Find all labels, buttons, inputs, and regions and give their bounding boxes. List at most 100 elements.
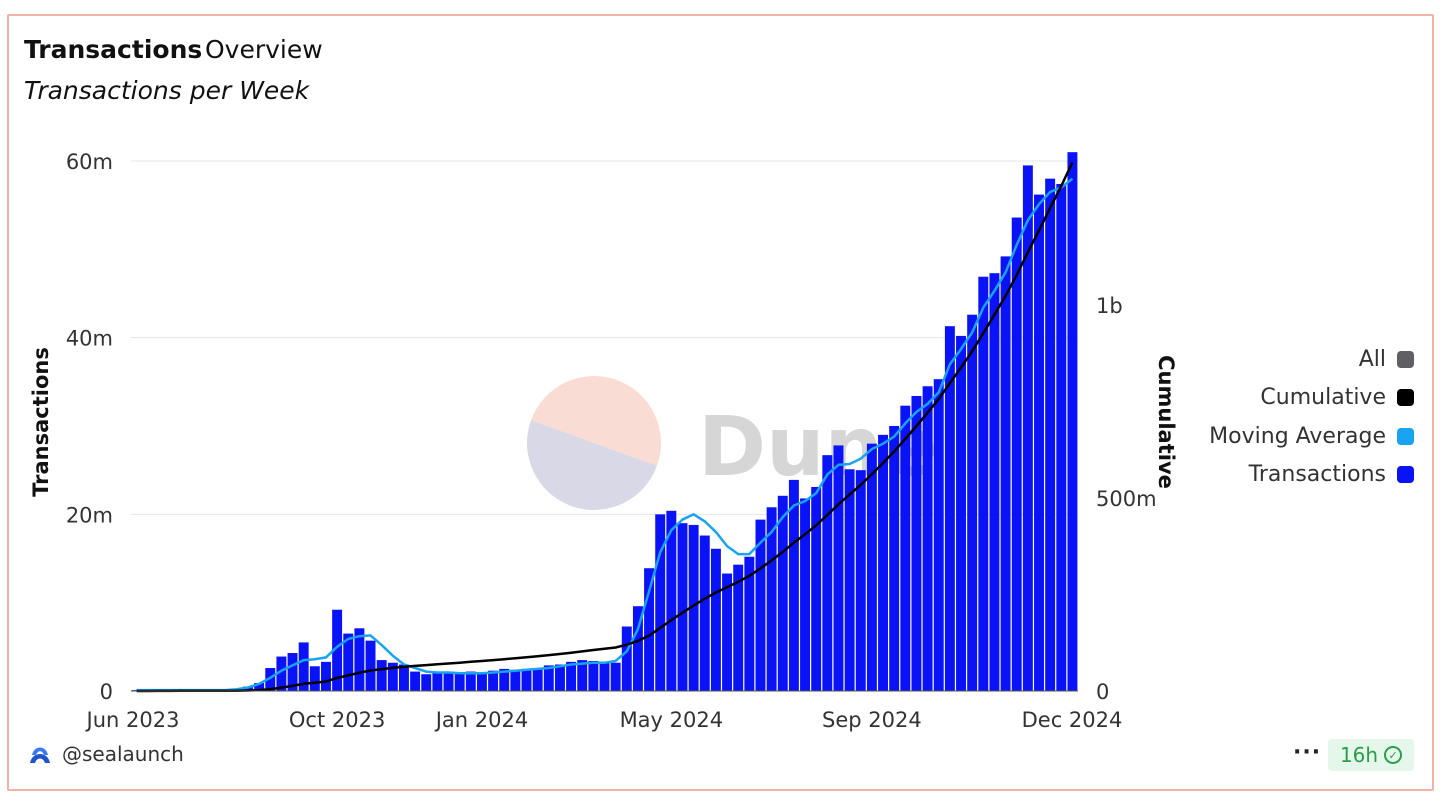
transaction-bar — [354, 628, 365, 691]
transaction-bar — [777, 495, 788, 691]
transaction-bar — [588, 660, 599, 691]
y-tick-label: 0 — [100, 680, 113, 704]
y2-tick-label: 1b — [1096, 294, 1123, 318]
transaction-bar — [889, 426, 900, 691]
transaction-bar — [800, 498, 811, 691]
transaction-bar — [465, 671, 476, 691]
legend-swatch — [1397, 466, 1414, 484]
transaction-bar — [989, 273, 1000, 691]
transaction-bar — [621, 626, 632, 691]
transaction-bar — [833, 445, 844, 691]
transaction-bar — [343, 633, 354, 691]
transaction-bar — [421, 674, 432, 691]
legend-swatch — [1397, 389, 1414, 407]
transaction-bar — [788, 479, 799, 691]
transaction-bar — [699, 535, 710, 691]
x-tick-label: Sep 2024 — [822, 708, 922, 732]
transaction-bar — [554, 664, 565, 691]
y2-tick-label: 0 — [1096, 680, 1109, 704]
x-tick-label: May 2024 — [620, 708, 724, 732]
transaction-bar — [1067, 152, 1078, 691]
legend-label: All — [1358, 346, 1386, 372]
x-tick-label: Oct 2023 — [289, 708, 385, 732]
transaction-bar — [332, 609, 343, 691]
transaction-bar — [866, 443, 877, 691]
transaction-bar — [755, 519, 766, 691]
transaction-bar — [688, 524, 699, 691]
more-options-button[interactable]: ··· — [1293, 740, 1322, 765]
tab-transactions[interactable]: Transactions — [24, 35, 203, 64]
tab-overview[interactable]: Overview — [205, 35, 323, 64]
transaction-bar — [532, 668, 543, 691]
transaction-bar — [410, 671, 421, 691]
transaction-bar — [766, 507, 777, 691]
chart-subtitle: Transactions per Week — [24, 76, 310, 105]
y-tick-label: 60m — [66, 150, 113, 174]
transaction-bar — [744, 556, 755, 691]
moving-average-line — [136, 177, 1074, 692]
transaction-bar — [309, 666, 320, 691]
transaction-bar — [321, 661, 331, 691]
transaction-bar — [265, 668, 276, 691]
transaction-bar — [476, 672, 487, 691]
transaction-bar — [822, 455, 833, 691]
transaction-bar — [287, 653, 298, 691]
transaction-bar — [610, 662, 621, 691]
transaction-bar — [733, 564, 744, 691]
transaction-bar — [1022, 165, 1033, 691]
transaction-bar — [878, 434, 888, 691]
transaction-bar — [922, 386, 933, 691]
transaction-bar — [911, 395, 922, 691]
transaction-bar — [844, 469, 855, 691]
refresh-status-badge[interactable]: 16h ✓ — [1328, 739, 1414, 771]
transaction-bar — [1056, 183, 1067, 691]
legend-label: Transactions — [1248, 462, 1386, 488]
transaction-bar — [677, 523, 688, 691]
transaction-bar — [521, 668, 532, 691]
transaction-bar — [710, 548, 721, 691]
transaction-bar — [432, 672, 443, 691]
legend-item-moving-average[interactable]: Moving Average — [1209, 417, 1414, 456]
transaction-bar — [855, 470, 866, 691]
transaction-bar — [387, 662, 398, 691]
transaction-bar — [488, 670, 499, 691]
chart-legend: All Cumulative Moving Average Transactions — [1209, 340, 1414, 494]
x-tick-label: Jun 2023 — [85, 708, 180, 732]
check-circle-icon: ✓ — [1384, 746, 1403, 764]
refresh-age: 16h — [1339, 743, 1379, 767]
legend-item-cumulative[interactable]: Cumulative — [1209, 379, 1414, 418]
legend-item-transactions[interactable]: Transactions — [1209, 456, 1414, 495]
transaction-bar — [443, 671, 454, 691]
y-tick-label: 20m — [66, 503, 113, 527]
transaction-bar — [967, 314, 978, 691]
transaction-bar — [376, 660, 387, 691]
transaction-bar — [722, 573, 733, 691]
author-name: @sealaunch — [62, 742, 184, 766]
y-tick-label: 40m — [66, 327, 113, 351]
legend-item-all[interactable]: All — [1209, 340, 1414, 379]
y2-tick-label: 500m — [1096, 487, 1157, 511]
transaction-bar — [811, 486, 822, 691]
x-tick-label: Dec 2024 — [1022, 708, 1123, 732]
transaction-bar — [1045, 178, 1056, 691]
transaction-bar — [510, 669, 521, 691]
transaction-bar — [644, 568, 655, 691]
transaction-bar — [499, 668, 510, 691]
transaction-bar — [398, 664, 409, 691]
transaction-bar — [1000, 256, 1011, 691]
cumulative-line — [136, 161, 1074, 693]
transaction-bar — [956, 335, 966, 691]
watermark-logo-bottom — [527, 420, 657, 510]
transaction-bar — [243, 686, 253, 691]
transaction-bar — [944, 326, 955, 691]
watermark-logo-top — [531, 376, 661, 466]
transaction-bar — [543, 665, 554, 691]
transaction-bar — [666, 510, 677, 691]
transaction-bar — [978, 276, 989, 691]
transaction-bar — [577, 660, 588, 691]
transaction-bar — [1034, 194, 1044, 692]
transaction-bar — [276, 656, 287, 691]
x-tick-label: Jan 2024 — [434, 708, 529, 732]
author-link[interactable]: @sealaunch — [28, 742, 184, 766]
